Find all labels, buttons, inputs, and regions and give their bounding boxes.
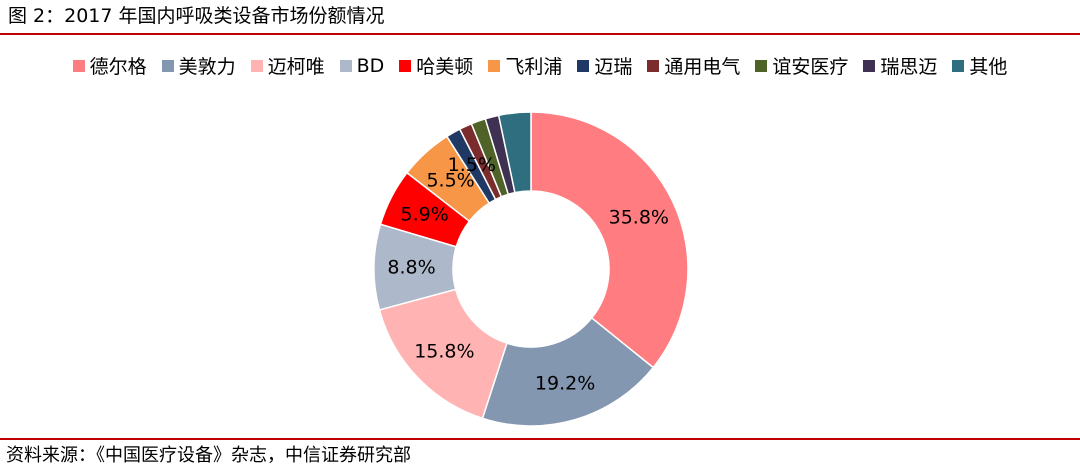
legend-label: 飞利浦 bbox=[505, 56, 563, 78]
legend-item: 瑞思迈 bbox=[863, 52, 937, 79]
legend-item: 迈柯唯 bbox=[250, 52, 325, 79]
legend-item: BD bbox=[339, 54, 385, 77]
data-label: 1.5% bbox=[448, 154, 496, 176]
legend-label: 通用电气 bbox=[664, 56, 741, 78]
legend-label: 迈柯唯 bbox=[267, 56, 325, 78]
donut-slice bbox=[530, 111, 689, 369]
legend-item: 哈美顿 bbox=[399, 52, 473, 79]
data-label: 8.8% bbox=[387, 257, 435, 279]
source-divider bbox=[0, 438, 1080, 440]
donut-data-labels: 35.8% 19.2% 15.8% 8.8% 5.9% 5.5%1.5% bbox=[387, 154, 669, 394]
legend-item: 德尔格 bbox=[72, 52, 147, 79]
legend-label: 谊安医疗 bbox=[772, 56, 849, 78]
legend-label: 迈瑞 bbox=[594, 56, 633, 78]
donut-slice bbox=[481, 316, 655, 427]
legend-swatch bbox=[399, 59, 412, 72]
legend-swatch bbox=[72, 59, 85, 72]
chart-title: 图 2：2017 年国内呼吸类设备市场份额情况 bbox=[8, 5, 385, 27]
title-divider bbox=[0, 33, 1080, 35]
legend-item: 其他 bbox=[952, 52, 1007, 79]
data-label: 15.8% bbox=[414, 340, 474, 362]
legend-item: 美敦力 bbox=[161, 52, 236, 79]
legend-swatch bbox=[577, 59, 590, 72]
source-note: 资料来源：《中国医疗设备》杂志，中信证券研究部 bbox=[6, 445, 411, 466]
legend-label: BD bbox=[356, 54, 385, 77]
legend-label: 哈美顿 bbox=[416, 56, 474, 78]
legend-swatch bbox=[647, 59, 660, 72]
legend-swatch bbox=[488, 59, 501, 72]
legend-swatch bbox=[250, 59, 263, 72]
legend-item: 通用电气 bbox=[647, 52, 740, 79]
legend-item: 迈瑞 bbox=[577, 52, 632, 79]
data-label: 19.2% bbox=[535, 373, 595, 395]
data-label: 5.5% bbox=[426, 170, 474, 192]
legend-label: 美敦力 bbox=[178, 56, 236, 78]
legend-label: 德尔格 bbox=[89, 56, 147, 78]
legend-swatch bbox=[339, 59, 352, 72]
legend-swatch bbox=[161, 59, 174, 72]
legend-label: 瑞思迈 bbox=[880, 56, 938, 78]
legend-item: 谊安医疗 bbox=[755, 52, 848, 79]
legend-swatch bbox=[863, 59, 876, 72]
data-label: 35.8% bbox=[609, 206, 669, 228]
data-label: 5.9% bbox=[401, 203, 449, 225]
chart-legend: 德尔格 美敦力 迈柯唯 BD 哈美顿 飞利浦 迈瑞 通用电气 谊安医疗 瑞思迈 其他 bbox=[0, 52, 1080, 79]
legend-swatch bbox=[755, 59, 768, 72]
donut-slice bbox=[497, 111, 532, 194]
donut-slices bbox=[373, 111, 689, 427]
legend-item: 飞利浦 bbox=[488, 52, 562, 79]
legend-label: 其他 bbox=[969, 56, 1008, 78]
legend-swatch bbox=[952, 59, 965, 72]
